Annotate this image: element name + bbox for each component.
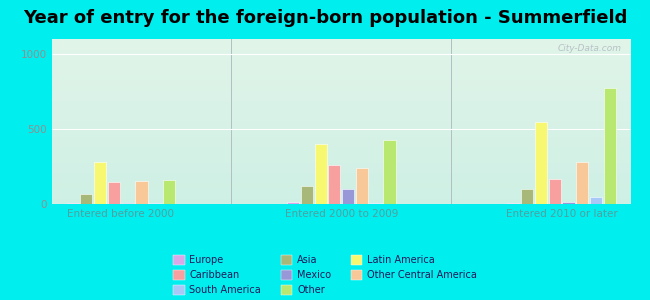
Bar <box>549 178 561 204</box>
Bar <box>342 189 354 204</box>
Bar <box>135 181 148 204</box>
Bar <box>370 202 382 204</box>
Bar <box>122 203 134 204</box>
Bar <box>577 162 588 204</box>
Bar <box>66 203 79 204</box>
Bar <box>590 196 602 204</box>
Bar <box>562 202 575 204</box>
Bar <box>604 88 616 204</box>
Bar <box>81 194 92 204</box>
Bar <box>287 202 299 204</box>
Bar <box>535 122 547 204</box>
Legend: Europe, Caribbean, South America, Asia, Mexico, Other, Latin America, Other Cent: Europe, Caribbean, South America, Asia, … <box>173 255 477 295</box>
Bar <box>521 189 533 204</box>
Bar <box>163 180 175 204</box>
Bar <box>150 202 161 204</box>
Bar <box>94 162 106 204</box>
Bar <box>315 144 327 204</box>
Bar <box>301 186 313 204</box>
Bar <box>384 140 395 204</box>
Bar <box>508 202 519 204</box>
Text: Year of entry for the foreign-born population - Summerfield: Year of entry for the foreign-born popul… <box>23 9 627 27</box>
Bar <box>108 182 120 204</box>
Text: City-Data.com: City-Data.com <box>558 44 622 53</box>
Bar <box>356 168 368 204</box>
Bar <box>328 165 341 204</box>
